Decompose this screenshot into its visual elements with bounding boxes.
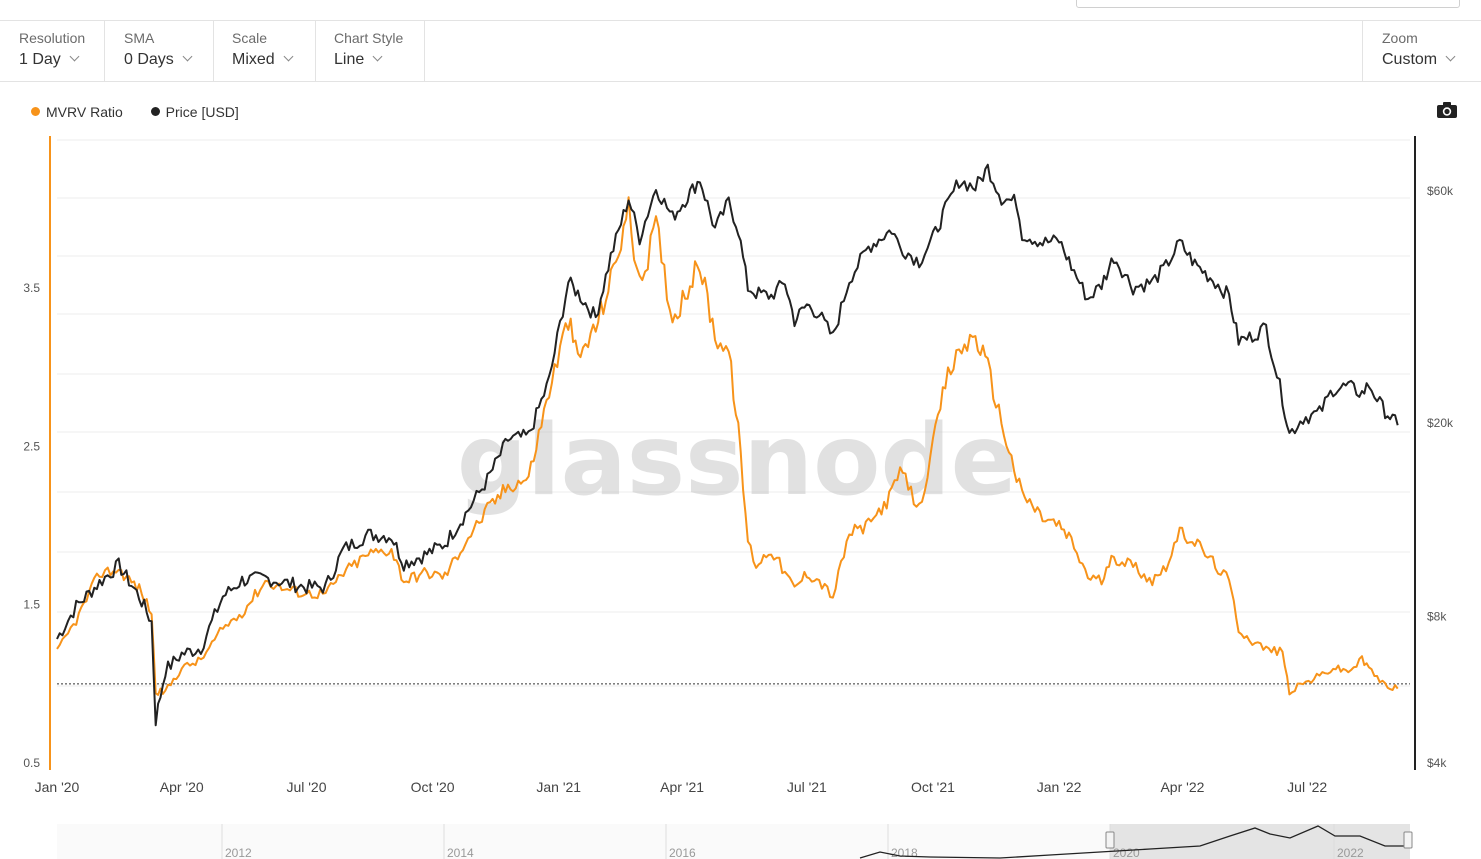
- camera-icon[interactable]: [1436, 101, 1458, 119]
- legend-item-mvrv[interactable]: MVRV Ratio: [31, 104, 123, 120]
- resolution-dropdown[interactable]: Resolution 1 Day: [0, 21, 105, 81]
- x-axis-tick-label: Jan '20: [35, 779, 80, 795]
- chart-legend: MVRV Ratio Price [USD]: [31, 103, 263, 120]
- x-axis-tick-label: Apr '22: [1160, 779, 1204, 795]
- chart-style-value: Line: [334, 51, 383, 69]
- resolution-label: Resolution: [19, 30, 86, 46]
- mvrv-ratio-line: [56, 196, 1399, 696]
- x-axis-tick-label: Jul '22: [1287, 779, 1327, 795]
- navigator-handle[interactable]: [1403, 831, 1413, 849]
- scale-label: Scale: [232, 30, 268, 46]
- zoom-label: Zoom: [1382, 30, 1418, 46]
- legend-dot-mvrv: [31, 107, 40, 116]
- left-axis-tick-label: 1.5: [23, 598, 40, 612]
- left-axis-ticks: 0.5 1.5 2.5 3.5: [23, 281, 40, 770]
- x-axis-tick-label: Jul '20: [286, 779, 326, 795]
- series-group: [56, 163, 1399, 727]
- chart-style-label: Chart Style: [334, 30, 404, 46]
- price-usd-line: [56, 163, 1399, 727]
- scale-dropdown[interactable]: Scale Mixed: [213, 21, 316, 81]
- navigator-tick-label: 2016: [669, 846, 696, 859]
- legend-label-price: Price [USD]: [165, 103, 239, 120]
- x-axis-tick-label: Jan '21: [536, 779, 581, 795]
- sma-label: SMA: [124, 30, 155, 46]
- zoom-value: Custom: [1382, 51, 1456, 69]
- navigator-selection[interactable]: [1110, 824, 1410, 859]
- left-axis-tick-label: 0.5: [23, 756, 40, 770]
- search-box[interactable]: [1076, 0, 1460, 8]
- x-axis-ticks: Jan '20 Apr '20 Jul '20 Oct '20 Jan '21 Apr '…: [35, 779, 1328, 795]
- navigator-handle[interactable]: [1105, 831, 1115, 849]
- left-axis-tick-label: 3.5: [23, 281, 40, 295]
- right-axis-tick-label: $4k: [1427, 756, 1447, 770]
- left-axis-tick-label: 2.5: [23, 439, 40, 453]
- x-axis-tick-label: Apr '21: [660, 779, 704, 795]
- sma-dropdown[interactable]: SMA 0 Days: [105, 21, 214, 81]
- x-axis-tick-label: Oct '21: [911, 779, 955, 795]
- navigator-tick-label: 2012: [225, 846, 252, 859]
- scale-value: Mixed: [232, 51, 294, 69]
- navigator-tick-label: 2014: [447, 846, 474, 859]
- range-navigator[interactable]: 2012 2014 2016 2018 2020 2022: [57, 824, 1413, 859]
- zoom-dropdown[interactable]: Zoom Custom: [1362, 21, 1481, 81]
- navigator-tick-label: 2022: [1337, 846, 1364, 859]
- x-axis-tick-label: Apr '20: [160, 779, 204, 795]
- right-axis-ticks: $4k $8k $20k $60k: [1427, 184, 1454, 770]
- legend-dot-price: [150, 107, 160, 116]
- sma-value: 0 Days: [124, 51, 193, 69]
- right-axis-tick-label: $20k: [1427, 416, 1454, 430]
- right-axis-tick-label: $60k: [1427, 184, 1454, 198]
- resolution-value: 1 Day: [19, 51, 80, 69]
- legend-item-price[interactable]: Price [USD]: [150, 103, 239, 120]
- chart-toolbar: Resolution 1 Day SMA 0 Days Scale Mixed …: [0, 21, 1481, 82]
- navigator-price-line: [859, 825, 1410, 859]
- chart-style-dropdown[interactable]: Chart Style Line: [315, 21, 425, 81]
- x-axis-tick-label: Oct '20: [411, 779, 455, 795]
- gridlines: [57, 139, 1410, 687]
- right-axis-tick-label: $8k: [1427, 610, 1447, 624]
- x-axis-tick-label: Jan '22: [1037, 779, 1082, 795]
- x-axis-tick-label: Jul '21: [787, 779, 827, 795]
- top-strip: [0, 0, 1481, 21]
- legend-label-mvrv: MVRV Ratio: [46, 103, 123, 120]
- navigator-tick-label: 2020: [1113, 846, 1140, 859]
